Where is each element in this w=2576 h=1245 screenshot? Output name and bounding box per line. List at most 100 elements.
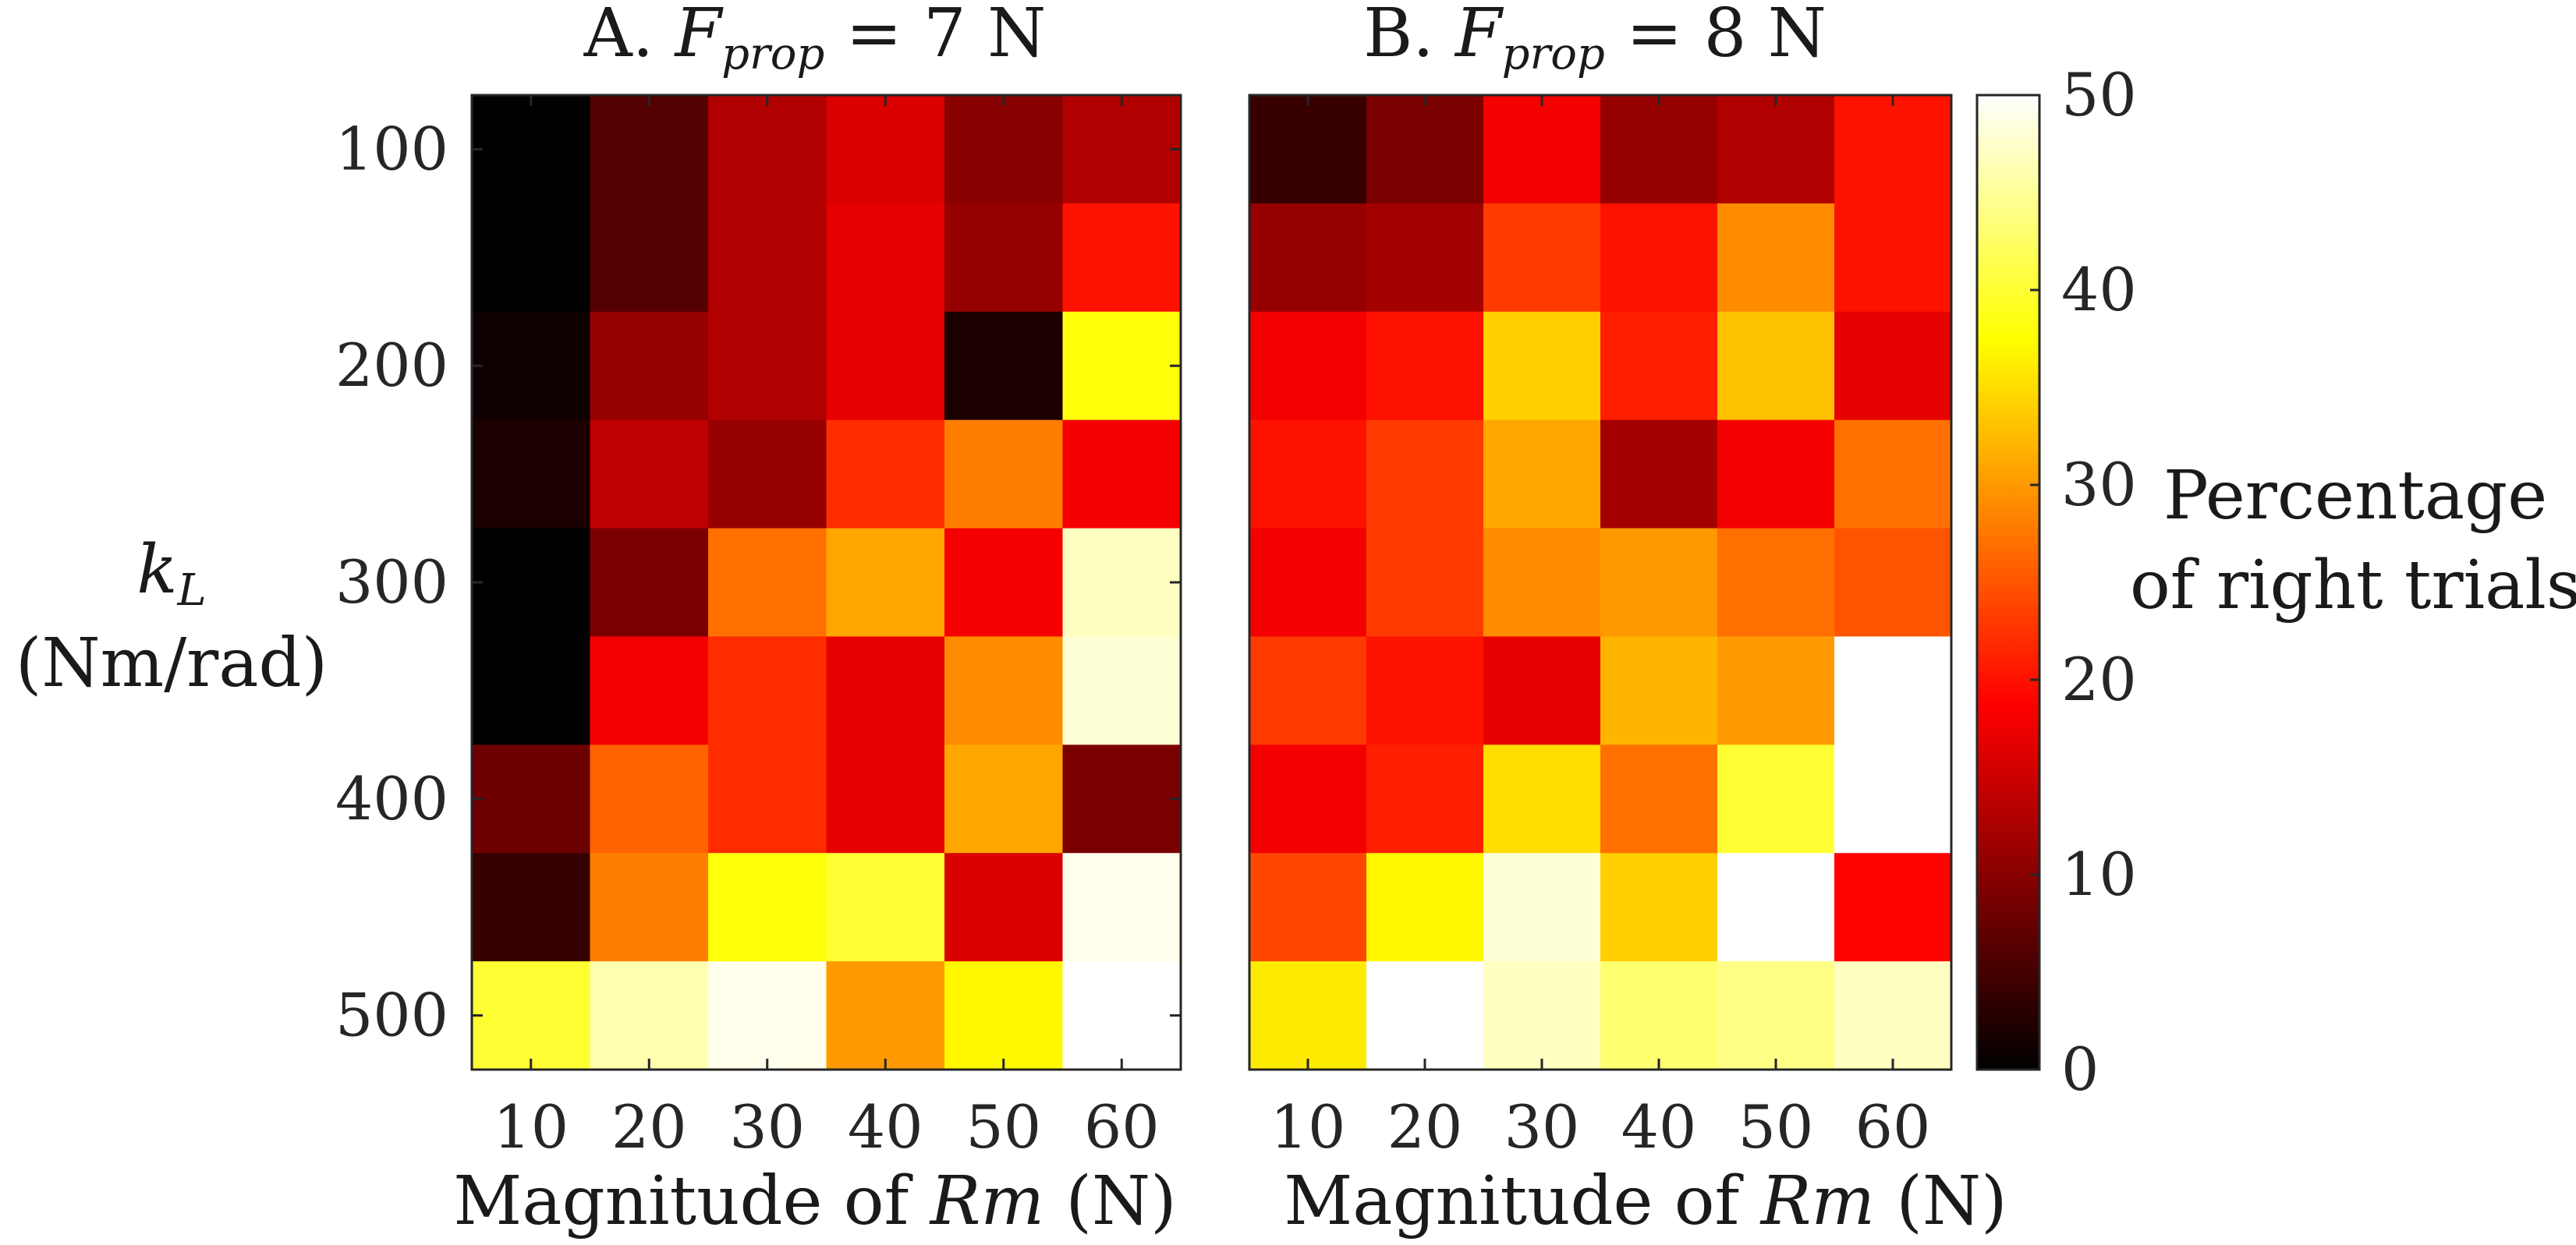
panel-b-x-axis-label: Magnitude of Rm (N)	[1284, 1162, 2007, 1240]
heatmap-cell	[1717, 853, 1835, 962]
panel-a-title: A. Fprop = 7 N	[583, 0, 1047, 85]
panel-a-x-axis-label: Magnitude of Rm (N)	[453, 1162, 1176, 1240]
heatmap-cell	[472, 528, 591, 638]
heatmap-cell	[826, 528, 945, 638]
heatmap-cell	[1366, 419, 1484, 529]
heatmap-cell	[1249, 745, 1367, 854]
heatmap-cell	[1600, 419, 1718, 529]
heatmap-cell	[1249, 419, 1367, 529]
x-tick-label: 20	[611, 1092, 687, 1162]
colorbar-tick-label: 20	[2061, 645, 2137, 714]
heatmap-cell	[1834, 95, 1952, 204]
y-tick-label: 200	[335, 331, 448, 400]
heatmap-cell	[1717, 203, 1835, 313]
heatmap-cell	[1366, 853, 1484, 962]
heatmap-cell	[944, 636, 1064, 745]
heatmap-cell	[1834, 419, 1952, 529]
heatmap-cell	[708, 419, 827, 529]
colorbar-ticks: 0 10 20 30 40 50	[2030, 60, 2137, 1104]
heatmap-cell	[1483, 853, 1601, 962]
heatmap-cell	[590, 636, 709, 745]
heatmap-cell	[1834, 203, 1952, 313]
heatmap-cell	[708, 636, 827, 745]
heatmap-cell	[1717, 95, 1835, 204]
heatmap-cell	[1366, 636, 1484, 745]
heatmap-cell	[1062, 961, 1182, 1070]
y-axis-label-unit: (Nm/rad)	[16, 624, 328, 702]
x-tick-label: 30	[729, 1092, 805, 1162]
panel-a-x-ticks: 10 20 30 40 50 60	[493, 95, 1160, 1162]
colorbar-tick-label: 50	[2061, 60, 2137, 129]
heatmap-cell	[944, 311, 1064, 421]
panel-b: B. Fprop = 8 N 10 20 30 40 50 60 Magnitude of…	[1248, 0, 2007, 1240]
heatmap-cell	[1717, 528, 1835, 638]
heatmap-cell	[1249, 528, 1367, 638]
heatmap-cell	[1600, 311, 1718, 421]
heatmap-cell	[1717, 311, 1835, 421]
heatmap-cell	[826, 311, 945, 421]
heatmap-cell	[472, 853, 591, 962]
heatmap-cell	[1600, 961, 1718, 1070]
heatmap-cell	[472, 961, 591, 1070]
heatmap-cell	[826, 203, 945, 313]
x-tick-label: 50	[1738, 1092, 1814, 1162]
heatmap-cell	[1249, 95, 1367, 204]
heatmap-cell	[1366, 528, 1484, 638]
y-tick-label: 300	[335, 547, 448, 617]
heatmap-cell	[1483, 419, 1601, 529]
x-tick-label: 10	[1270, 1092, 1346, 1162]
heatmap-cell	[1062, 853, 1182, 962]
heatmap-cell	[826, 95, 945, 204]
heatmap-cell	[708, 853, 827, 962]
heatmap-cell	[708, 203, 827, 313]
heatmap-cell	[590, 419, 709, 529]
colorbar-label-line-1: Percentage	[2163, 457, 2547, 535]
heatmap-cell	[1834, 853, 1952, 962]
heatmap-cell	[1366, 961, 1484, 1070]
heatmap-cell	[1483, 203, 1601, 313]
heatmap-cell	[472, 745, 591, 854]
heatmap-cell	[1600, 745, 1718, 854]
colorbar	[1975, 94, 2041, 1071]
heatmap-cell	[472, 636, 591, 745]
heatmap-cell	[708, 745, 827, 854]
heatmap-cell	[590, 853, 709, 962]
heatmap-cell	[472, 419, 591, 529]
heatmap-cell	[944, 203, 1064, 313]
heatmap-cell	[944, 528, 1064, 638]
y-tick-label: 500	[335, 981, 448, 1050]
x-tick-label: 30	[1504, 1092, 1580, 1162]
heatmap-cell	[1600, 203, 1718, 313]
heatmap-cell	[1062, 528, 1182, 638]
colorbar-tick-label: 10	[2061, 840, 2137, 909]
y-tick-label: 100	[335, 114, 448, 183]
colorbar-tick-label: 40	[2061, 255, 2137, 324]
heatmap-cell	[1600, 853, 1718, 962]
panel-b-x-ticks: 10 20 30 40 50 60	[1270, 95, 1930, 1162]
heatmap-cell	[708, 961, 827, 1070]
heatmap-cell	[1483, 636, 1601, 745]
heatmap-cell	[1717, 961, 1835, 1070]
heatmap-cell	[1062, 419, 1182, 529]
heatmap-cell	[472, 203, 591, 313]
heatmap-cell	[1366, 203, 1484, 313]
heatmap-cell	[944, 745, 1064, 854]
heatmap-cell	[1366, 311, 1484, 421]
panel-b-axes-box	[1248, 94, 1953, 1071]
heatmap-cell	[1717, 419, 1835, 529]
panel-b-cells	[1249, 95, 1952, 1070]
x-tick-label: 10	[493, 1092, 569, 1162]
heatmap-cell	[944, 419, 1064, 529]
heatmap-cell	[1483, 745, 1601, 854]
colorbar-label-line-2: of right trials	[2130, 546, 2576, 624]
x-tick-label: 60	[1084, 1092, 1160, 1162]
panel-a-cells	[472, 95, 1182, 1070]
heatmap-cell	[1600, 95, 1718, 204]
panel-a: A. Fprop = 7 N 10 20 30 40 50 60 Magnitude of…	[453, 0, 1182, 1240]
heatmap-cell	[826, 961, 945, 1070]
x-tick-label: 40	[848, 1092, 923, 1162]
heatmap-cell	[1483, 95, 1601, 204]
heatmap-cell	[1249, 311, 1367, 421]
heatmap-cell	[1834, 528, 1952, 638]
